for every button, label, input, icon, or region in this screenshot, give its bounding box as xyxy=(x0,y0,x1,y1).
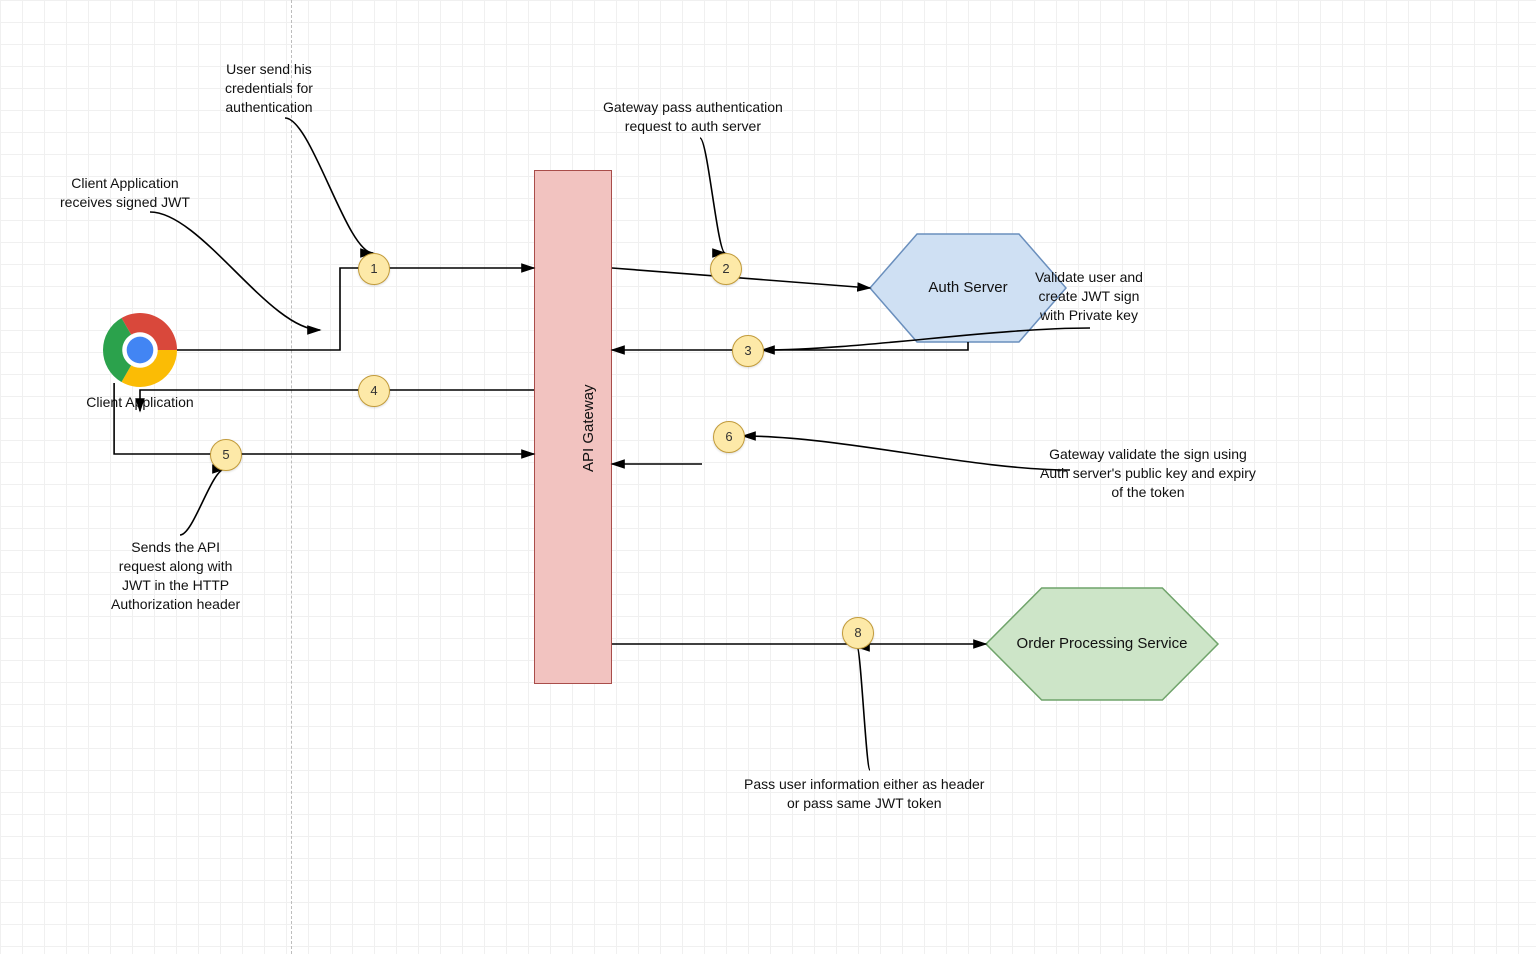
step-4-badge: 4 xyxy=(358,375,390,407)
step-5-caption: Sends the API request along with JWT in … xyxy=(111,538,240,614)
jwt-return-caption: Client Application receives signed JWT xyxy=(60,174,190,212)
step-5-badge: 5 xyxy=(210,439,242,471)
step-1-badge: 1 xyxy=(358,253,390,285)
step-3-caption: Validate user and create JWT sign with P… xyxy=(1035,268,1143,325)
step-1-caption: User send his credentials for authentica… xyxy=(225,60,313,117)
step-6-caption: Gateway validate the sign using Auth ser… xyxy=(1040,445,1256,502)
diagram-canvas: { "canvas": { "w": 1536, "h": 954, "grid… xyxy=(0,0,1536,954)
step-3-badge: 3 xyxy=(732,335,764,367)
step-8-badge: 8 xyxy=(842,617,874,649)
step-2-badge: 2 xyxy=(710,253,742,285)
step-2-caption: Gateway pass authentication request to a… xyxy=(603,98,783,136)
step-8-caption: Pass user information either as header o… xyxy=(744,775,984,813)
step-6-badge: 6 xyxy=(713,421,745,453)
